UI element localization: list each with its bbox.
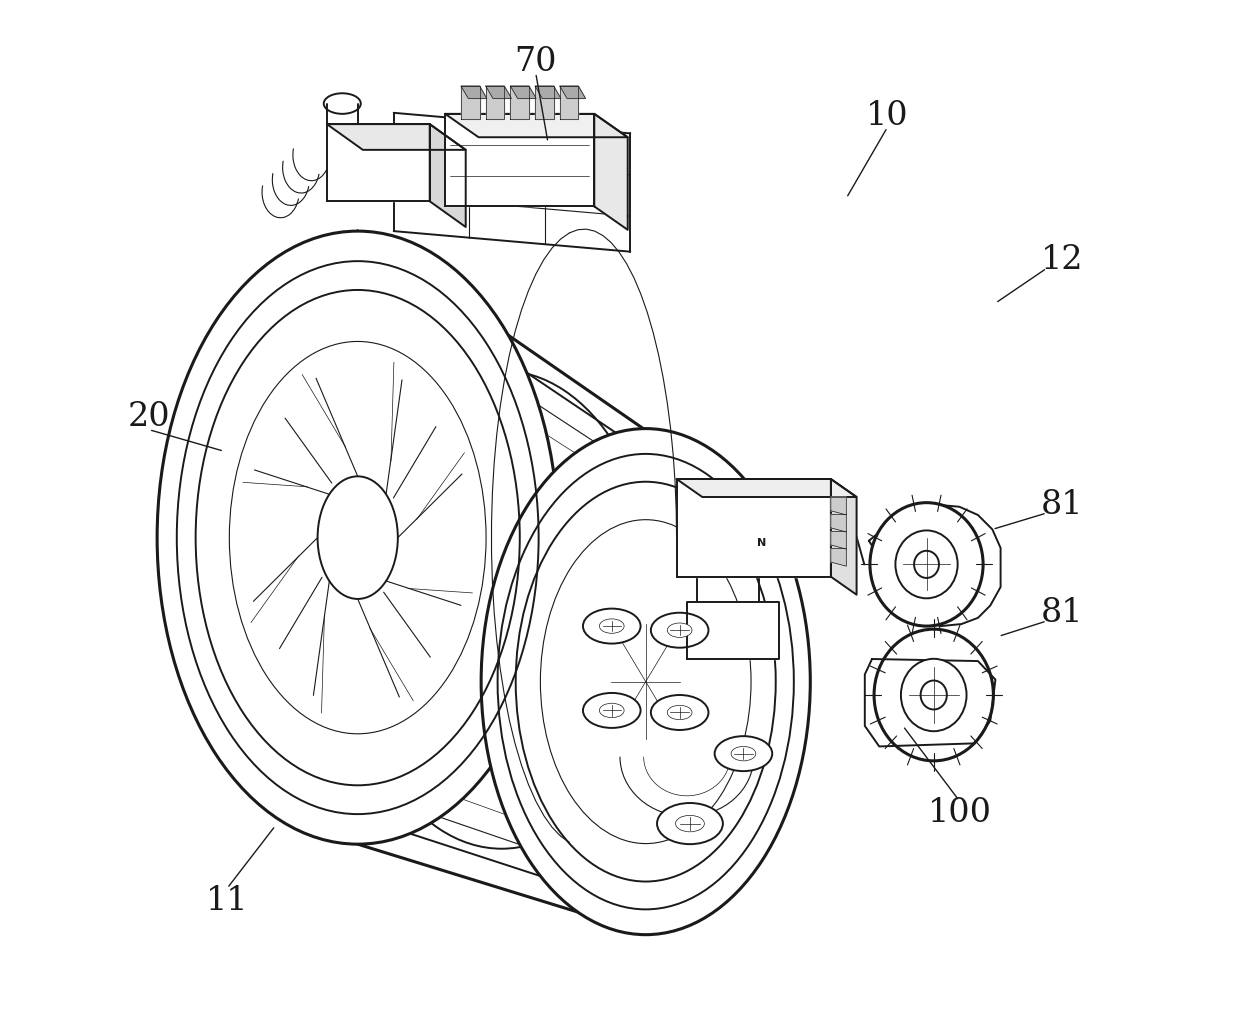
Ellipse shape bbox=[583, 609, 641, 644]
Polygon shape bbox=[687, 603, 780, 659]
Ellipse shape bbox=[914, 551, 939, 578]
Ellipse shape bbox=[440, 132, 491, 194]
Ellipse shape bbox=[583, 693, 641, 728]
Polygon shape bbox=[536, 87, 553, 119]
Text: 100: 100 bbox=[928, 797, 992, 829]
Polygon shape bbox=[445, 114, 594, 206]
Ellipse shape bbox=[651, 613, 708, 648]
Text: N: N bbox=[756, 538, 766, 548]
Ellipse shape bbox=[874, 629, 993, 761]
Ellipse shape bbox=[324, 94, 361, 114]
Ellipse shape bbox=[920, 681, 947, 710]
Ellipse shape bbox=[714, 736, 773, 771]
Polygon shape bbox=[559, 87, 578, 119]
Text: 10: 10 bbox=[866, 100, 909, 132]
Text: 12: 12 bbox=[1042, 244, 1084, 276]
Polygon shape bbox=[831, 514, 846, 531]
Ellipse shape bbox=[901, 659, 966, 731]
Polygon shape bbox=[677, 479, 831, 577]
Text: 81: 81 bbox=[1042, 596, 1084, 628]
Ellipse shape bbox=[599, 619, 624, 633]
Polygon shape bbox=[511, 87, 529, 119]
Ellipse shape bbox=[870, 503, 983, 626]
Ellipse shape bbox=[895, 530, 957, 598]
Polygon shape bbox=[486, 87, 511, 99]
Polygon shape bbox=[864, 659, 996, 747]
Polygon shape bbox=[511, 87, 536, 99]
Text: 11: 11 bbox=[206, 885, 248, 917]
Polygon shape bbox=[445, 114, 627, 137]
Polygon shape bbox=[831, 549, 846, 566]
Ellipse shape bbox=[599, 703, 624, 718]
Ellipse shape bbox=[651, 695, 708, 730]
Polygon shape bbox=[327, 125, 430, 201]
Ellipse shape bbox=[157, 231, 558, 845]
Polygon shape bbox=[831, 497, 846, 515]
Text: 70: 70 bbox=[515, 46, 557, 78]
Polygon shape bbox=[831, 531, 846, 549]
Polygon shape bbox=[430, 125, 466, 227]
Ellipse shape bbox=[481, 428, 810, 934]
Ellipse shape bbox=[732, 747, 755, 761]
Ellipse shape bbox=[676, 816, 704, 832]
Polygon shape bbox=[461, 87, 487, 99]
Polygon shape bbox=[536, 87, 560, 99]
Text: 81: 81 bbox=[1042, 488, 1084, 521]
Polygon shape bbox=[486, 87, 505, 119]
Ellipse shape bbox=[428, 143, 502, 188]
Ellipse shape bbox=[667, 623, 692, 638]
Ellipse shape bbox=[527, 163, 558, 181]
Text: 20: 20 bbox=[128, 402, 170, 434]
Ellipse shape bbox=[506, 149, 580, 195]
Polygon shape bbox=[327, 125, 466, 149]
Polygon shape bbox=[831, 479, 857, 594]
Ellipse shape bbox=[657, 803, 723, 845]
Polygon shape bbox=[677, 479, 857, 497]
Polygon shape bbox=[559, 87, 585, 99]
Ellipse shape bbox=[667, 706, 692, 720]
Polygon shape bbox=[461, 87, 480, 119]
Polygon shape bbox=[594, 114, 627, 230]
Ellipse shape bbox=[317, 476, 398, 598]
Ellipse shape bbox=[449, 157, 480, 175]
